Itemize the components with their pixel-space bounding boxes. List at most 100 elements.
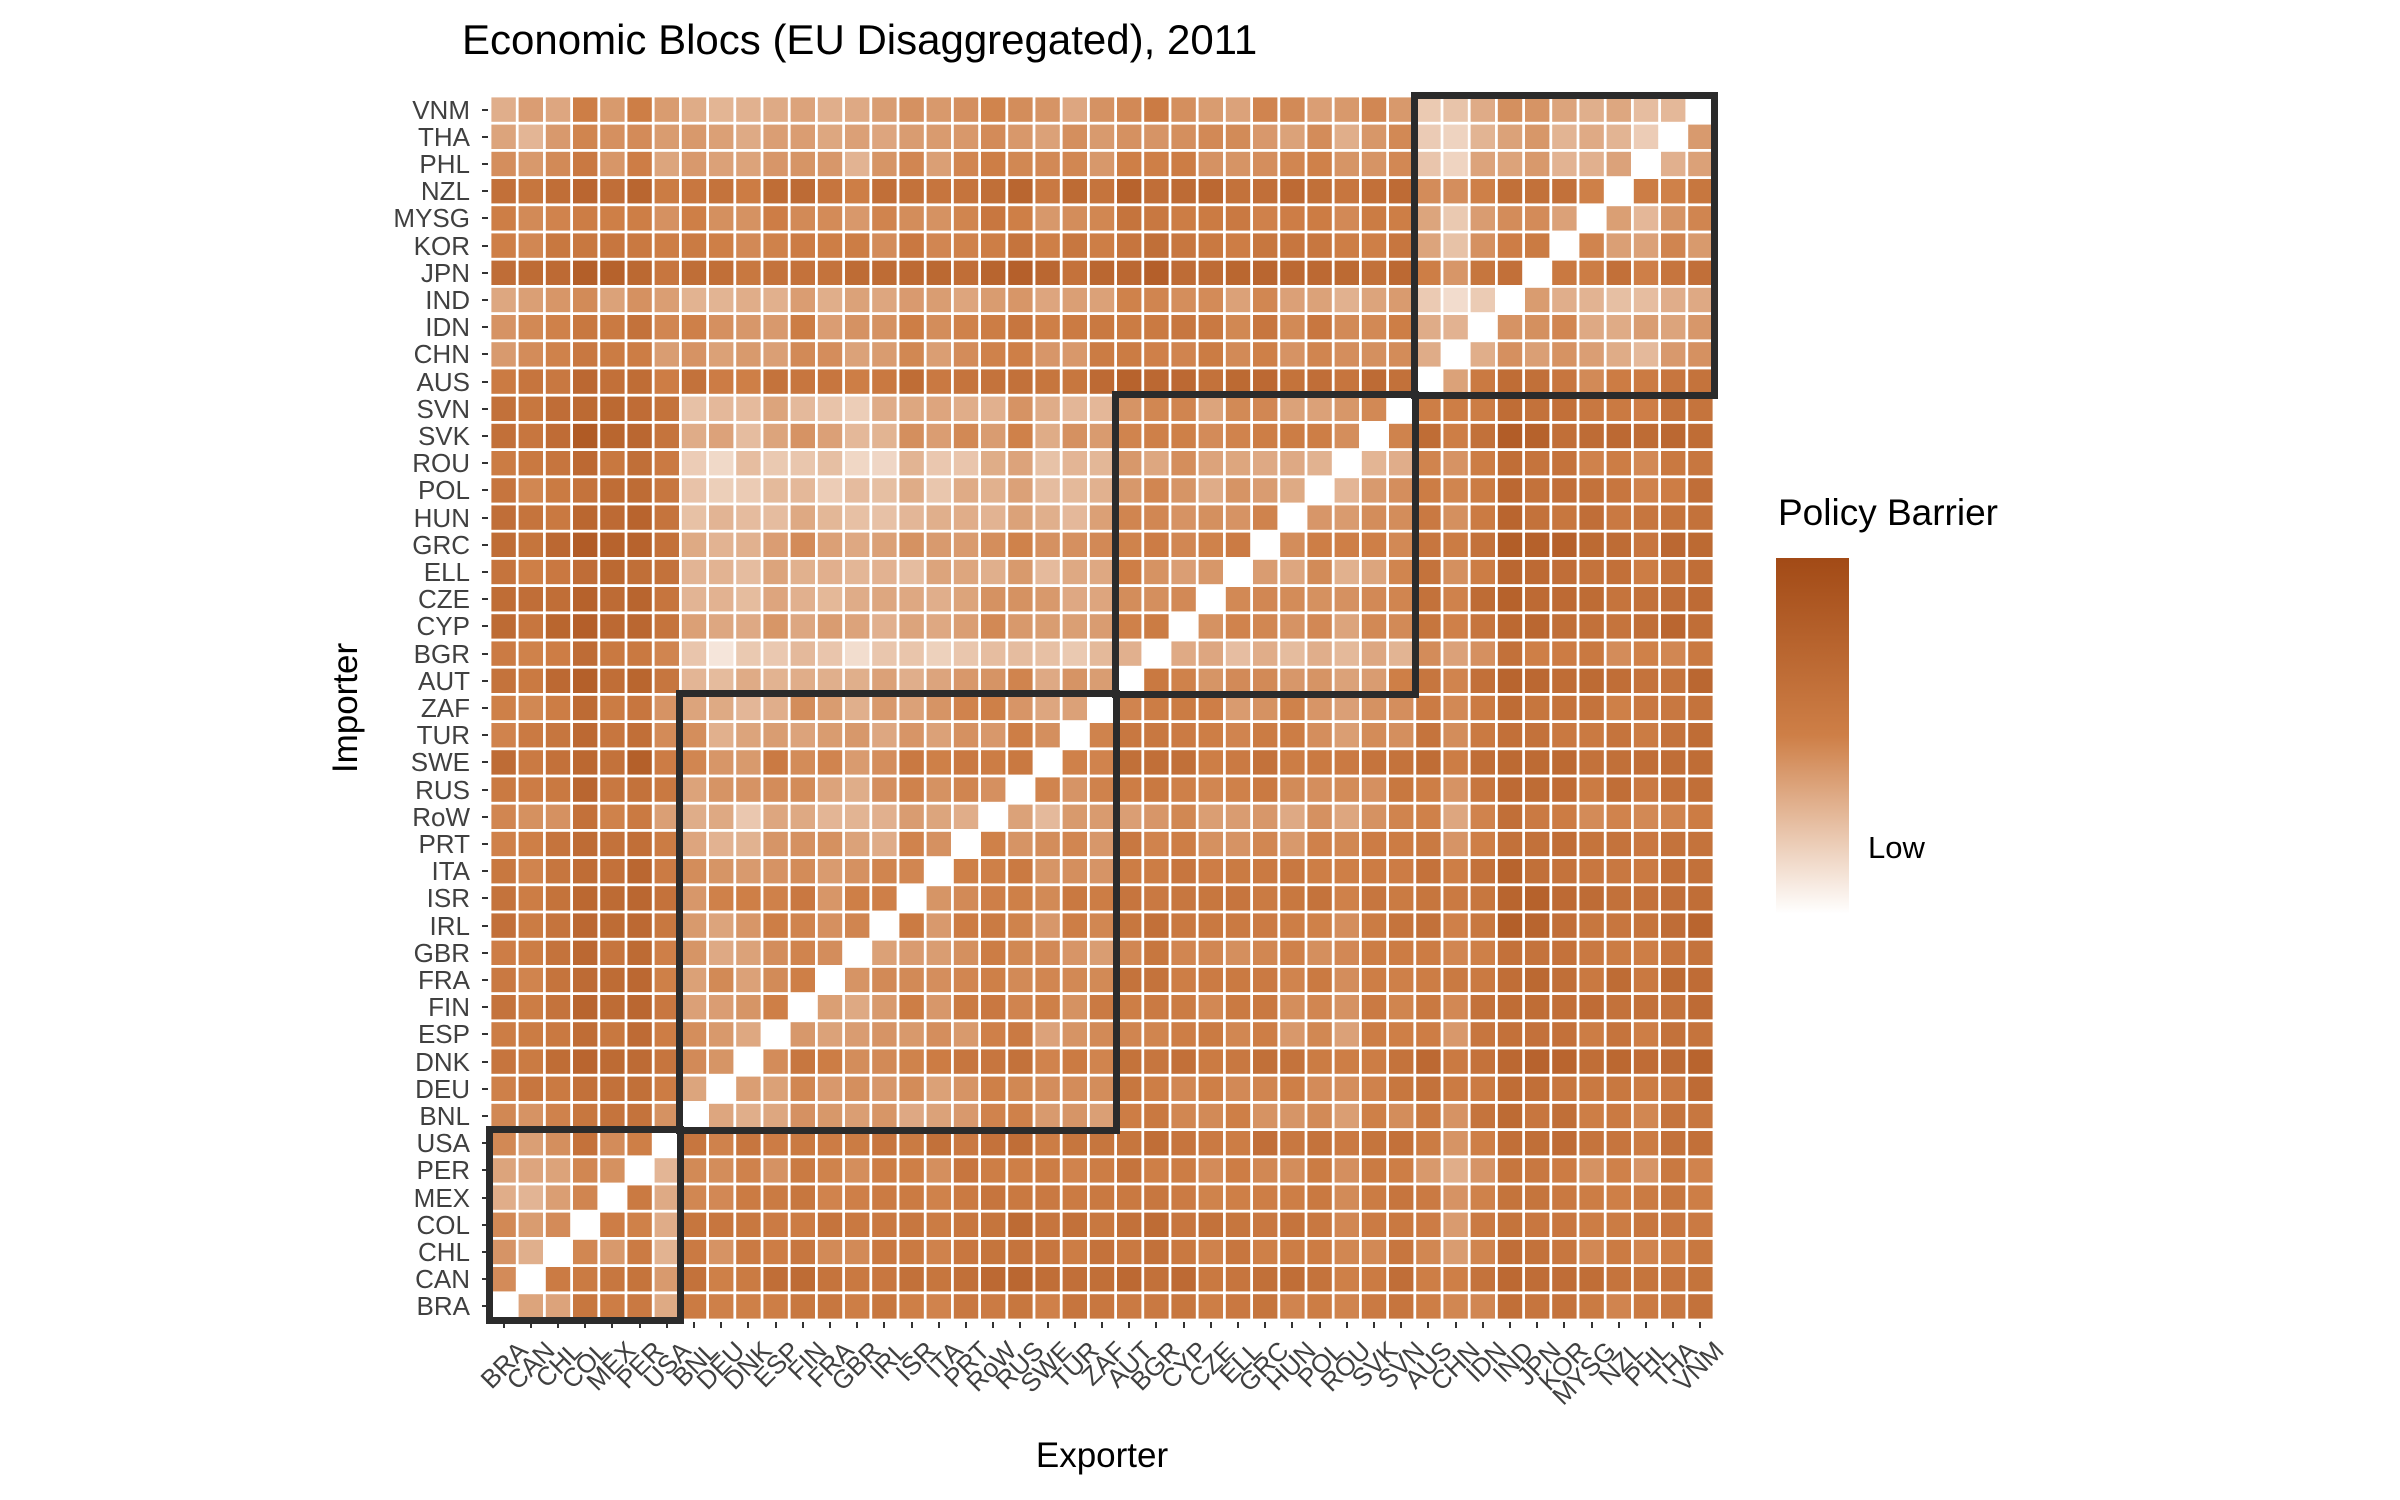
heatmap-cell	[518, 1239, 543, 1265]
heatmap-cell	[573, 1076, 598, 1101]
heatmap-cell	[681, 777, 707, 802]
heatmap-cell	[899, 233, 924, 258]
heatmap-cell	[763, 260, 788, 285]
heatmap-cell	[491, 723, 516, 748]
heatmap-cell	[872, 206, 897, 231]
heatmap-cell	[953, 179, 979, 204]
heatmap-cell	[1416, 1239, 1441, 1265]
heatmap-cell	[1389, 750, 1414, 775]
heatmap-cell	[1008, 1049, 1033, 1074]
heatmap-cell	[1062, 451, 1087, 476]
heatmap-cell	[491, 179, 516, 204]
heatmap-cell	[1280, 1049, 1305, 1074]
heatmap-cell	[1062, 1076, 1087, 1101]
y-tick-label: VNM	[412, 94, 470, 125]
heatmap-cell	[926, 206, 951, 231]
heatmap-cell	[1035, 967, 1060, 993]
heatmap-cell	[953, 1131, 979, 1156]
heatmap-cell	[1606, 287, 1631, 313]
heatmap-cell	[763, 124, 788, 149]
heatmap-cell	[790, 859, 815, 884]
heatmap-cell	[1225, 97, 1251, 122]
heatmap-cell	[1606, 179, 1631, 204]
heatmap-cell	[1280, 1103, 1305, 1129]
heatmap-cell	[600, 233, 625, 258]
heatmap-cell	[709, 559, 734, 585]
heatmap-cell	[790, 1158, 815, 1183]
heatmap-cell	[1606, 1212, 1631, 1237]
heatmap-cell	[1633, 1294, 1659, 1319]
heatmap-cell	[1688, 315, 1713, 340]
heatmap-cell	[1089, 179, 1115, 204]
heatmap-cell	[1253, 1022, 1278, 1047]
heatmap-cell	[1470, 587, 1495, 612]
heatmap-cell	[1225, 233, 1251, 258]
heatmap-cell	[1443, 1131, 1468, 1156]
heatmap-cell	[1062, 1239, 1087, 1265]
heatmap-cell	[1062, 260, 1087, 285]
heatmap-cell	[1497, 423, 1523, 449]
heatmap-cell	[1688, 233, 1713, 258]
heatmap-cell	[518, 723, 543, 748]
heatmap-cell	[1633, 559, 1659, 585]
heatmap-cell	[1117, 614, 1142, 639]
heatmap-cell	[627, 641, 652, 666]
heatmap-cell	[845, 1131, 870, 1156]
x-tick-mark	[1699, 1322, 1702, 1328]
heatmap-cell	[1552, 1076, 1577, 1101]
heatmap-cell	[953, 369, 979, 394]
heatmap-cell	[1171, 1076, 1196, 1101]
heatmap-cell	[681, 532, 707, 557]
heatmap-cell	[1443, 695, 1468, 721]
heatmap-cell	[1361, 940, 1387, 965]
heatmap-cell	[600, 342, 625, 367]
heatmap-cell	[1253, 1158, 1278, 1183]
heatmap-cell	[654, 505, 679, 530]
heatmap-cell	[1280, 641, 1305, 666]
heatmap-cell	[1334, 614, 1359, 639]
heatmap-cell	[1008, 478, 1033, 503]
heatmap-cell	[1253, 695, 1278, 721]
heatmap-cell	[817, 206, 843, 231]
heatmap-cell	[1008, 287, 1033, 313]
heatmap-cell	[953, 1076, 979, 1101]
heatmap-cell	[899, 179, 924, 204]
heatmap-cell	[1443, 668, 1468, 693]
heatmap-cell	[1525, 97, 1550, 122]
heatmap-cell	[736, 668, 761, 693]
heatmap-cell	[518, 179, 543, 204]
heatmap-cell	[1389, 423, 1414, 449]
heatmap-cell	[681, 1049, 707, 1074]
heatmap-cell	[1225, 505, 1251, 530]
heatmap-cell	[1389, 505, 1414, 530]
heatmap-cell	[1552, 260, 1577, 285]
heatmap-cell	[627, 532, 652, 557]
y-tick-label: JPN	[420, 257, 470, 288]
heatmap-cell	[899, 1076, 924, 1101]
heatmap-cell	[817, 695, 843, 721]
heatmap-cell	[763, 1022, 788, 1047]
heatmap-cell	[1525, 478, 1550, 503]
heatmap-cell	[981, 1022, 1006, 1047]
heatmap-cell	[1144, 1158, 1169, 1183]
y-tick-label: ZAF	[420, 693, 470, 723]
heatmap-cell	[1253, 831, 1278, 857]
heatmap-cell	[681, 1158, 707, 1183]
heatmap-cell	[736, 967, 761, 993]
heatmap-cell	[1117, 1049, 1142, 1074]
heatmap-cell	[573, 1049, 598, 1074]
heatmap-cell	[1552, 342, 1577, 367]
heatmap-cell	[491, 206, 516, 231]
heatmap-cell	[872, 587, 897, 612]
heatmap-cell	[1008, 97, 1033, 122]
heatmap-cell	[953, 1103, 979, 1129]
x-tick-mark	[937, 1322, 940, 1328]
heatmap-cell	[600, 1103, 625, 1129]
heatmap-cell	[1497, 451, 1523, 476]
heatmap-cell	[518, 940, 543, 965]
heatmap-cell	[1144, 614, 1169, 639]
heatmap-cell	[600, 695, 625, 721]
heatmap-cell	[981, 151, 1006, 177]
heatmap-cell	[1470, 151, 1495, 177]
heatmap-cell	[1416, 859, 1441, 884]
